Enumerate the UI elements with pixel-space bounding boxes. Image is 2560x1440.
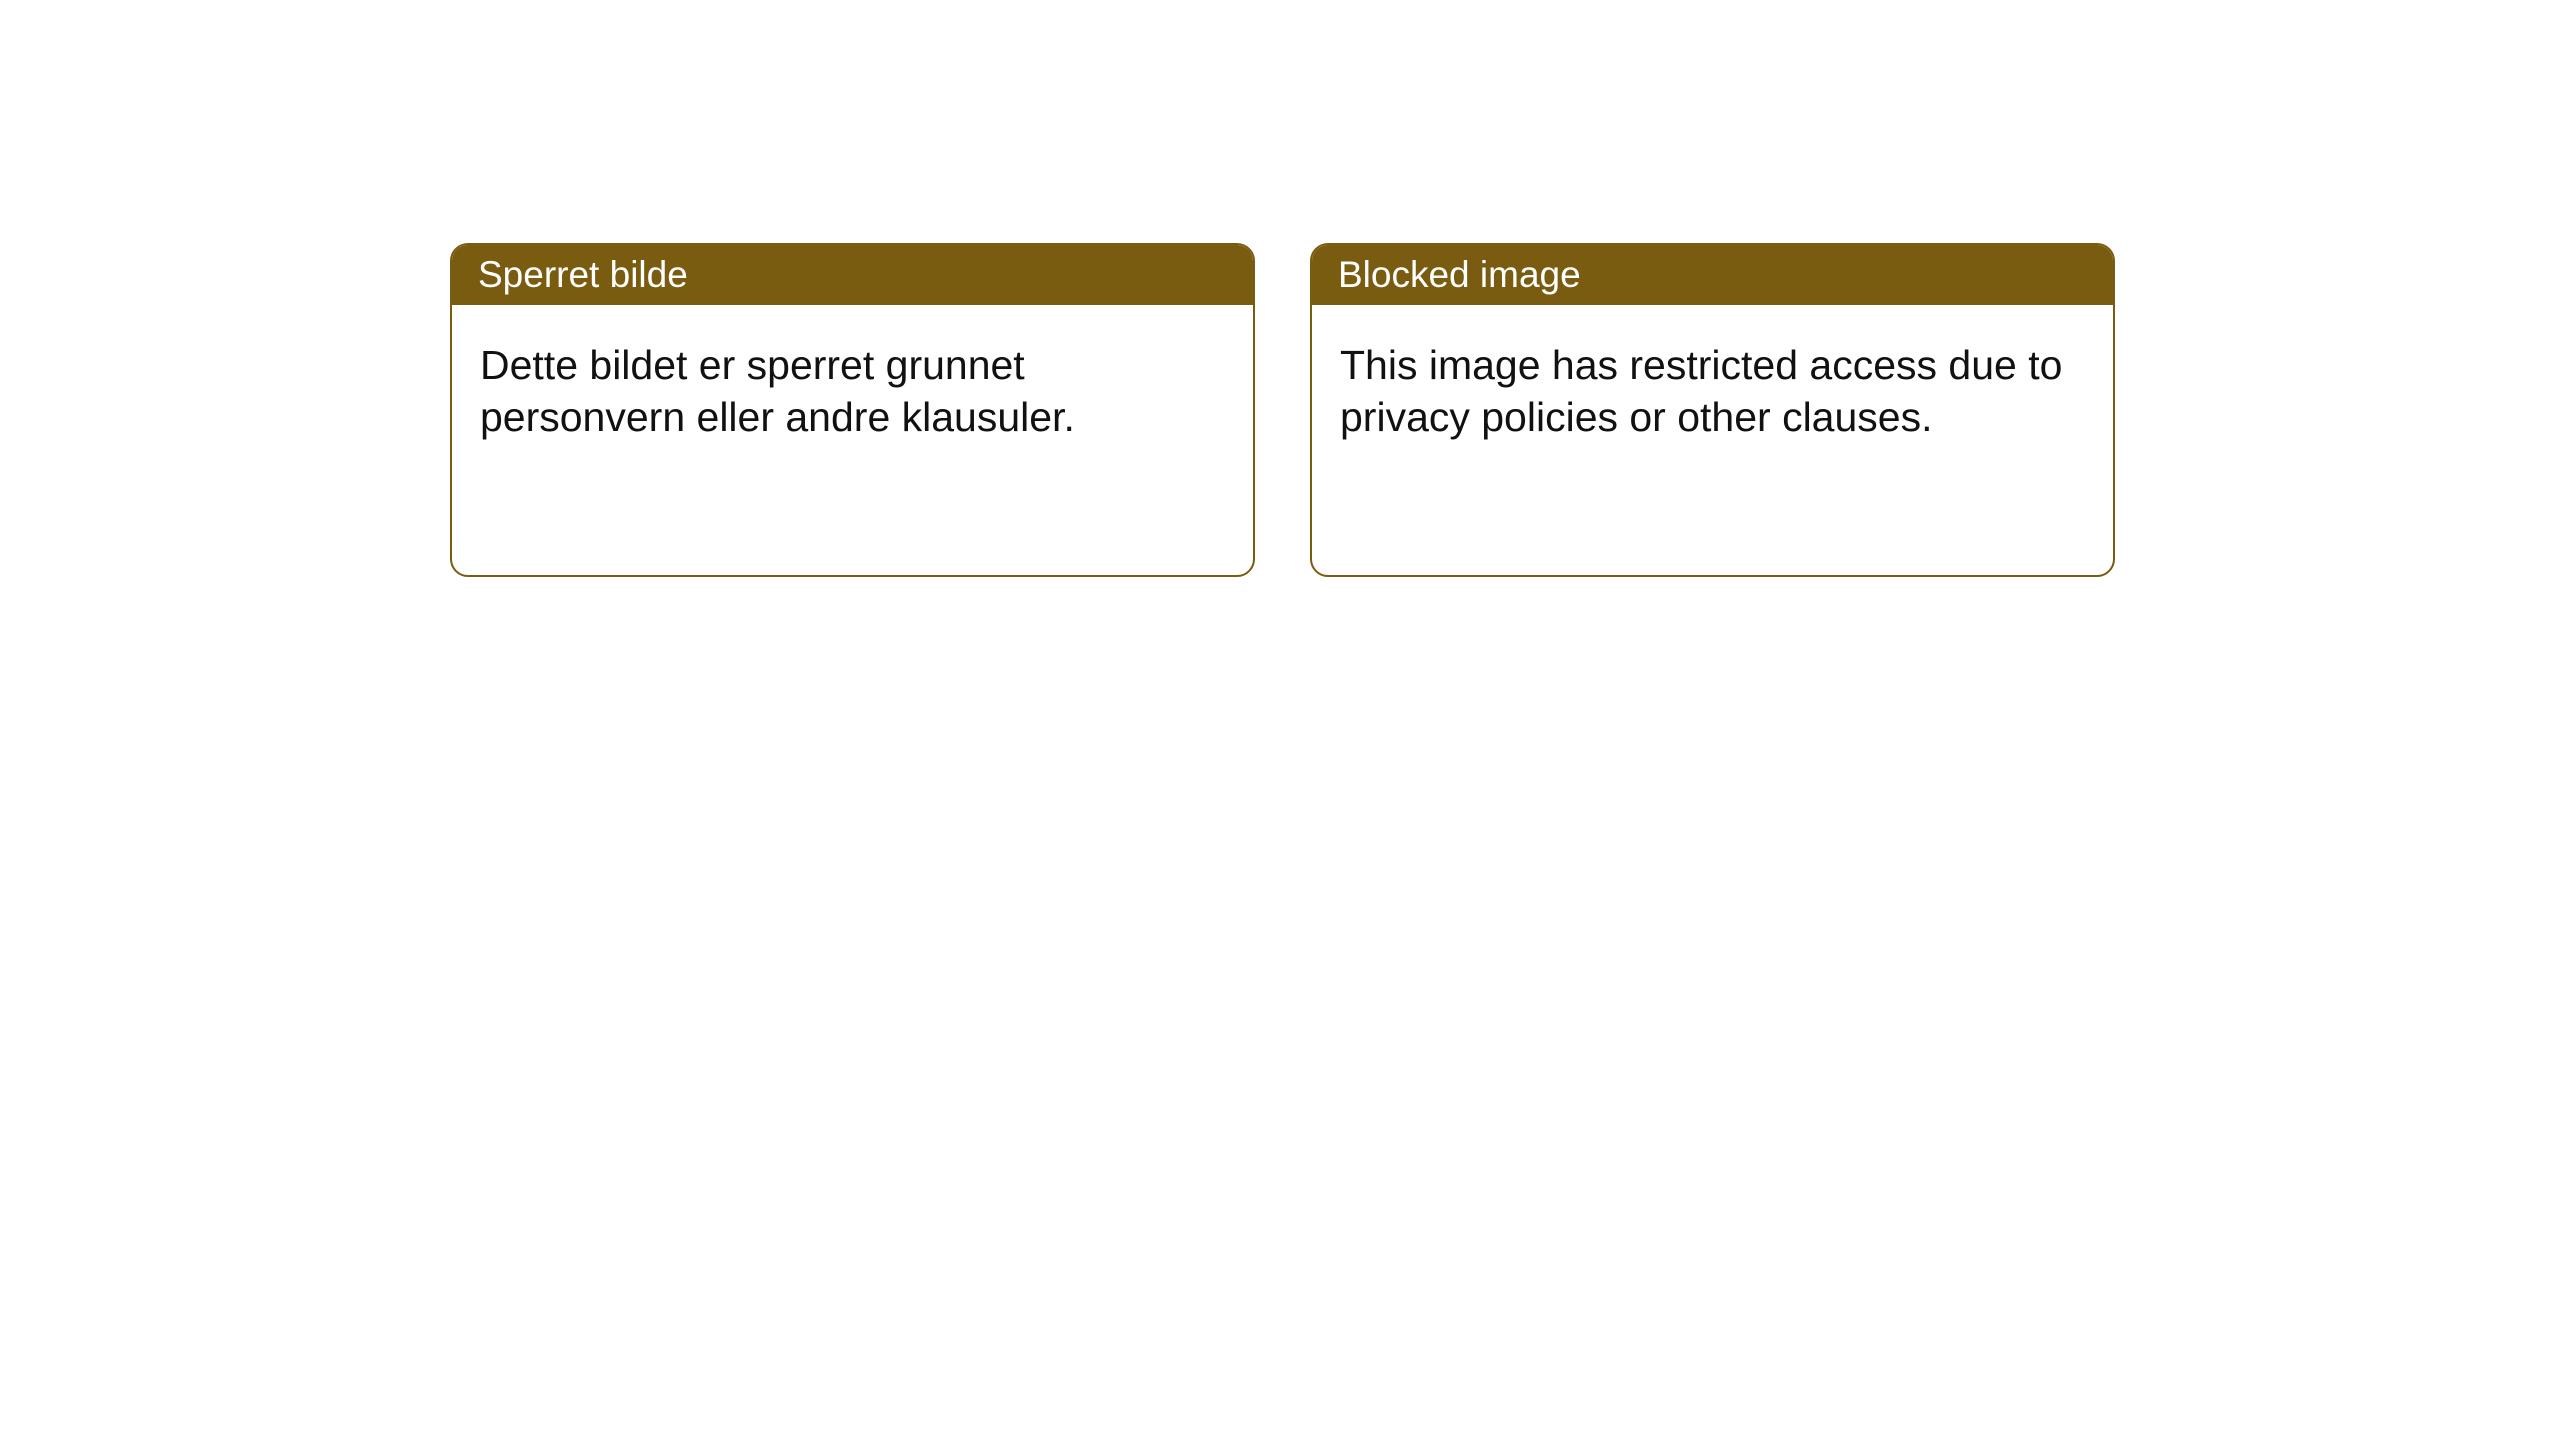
notice-message: This image has restricted access due to … (1340, 342, 2062, 440)
notice-message: Dette bildet er sperret grunnet personve… (480, 342, 1075, 440)
notice-body-norwegian: Dette bildet er sperret grunnet personve… (452, 305, 1253, 575)
notice-body-english: This image has restricted access due to … (1312, 305, 2113, 575)
notice-card-english: Blocked image This image has restricted … (1310, 243, 2115, 577)
notice-container: Sperret bilde Dette bildet er sperret gr… (0, 0, 2560, 577)
notice-title: Sperret bilde (478, 254, 688, 295)
notice-header-norwegian: Sperret bilde (452, 245, 1253, 305)
notice-title: Blocked image (1338, 254, 1581, 295)
notice-card-norwegian: Sperret bilde Dette bildet er sperret gr… (450, 243, 1255, 577)
notice-header-english: Blocked image (1312, 245, 2113, 305)
